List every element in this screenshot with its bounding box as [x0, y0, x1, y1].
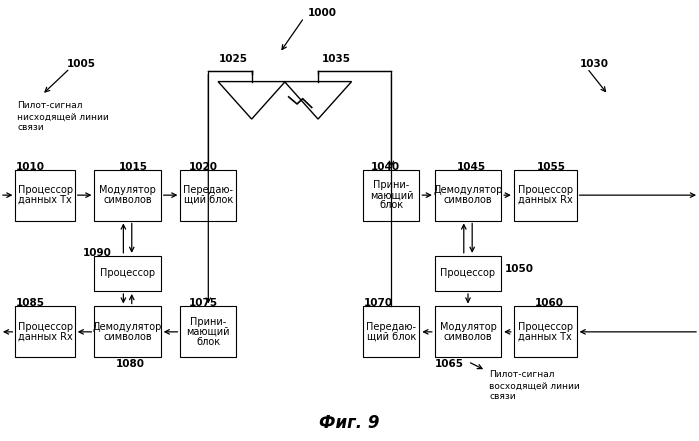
Text: Процессор: Процессор	[100, 269, 155, 278]
Text: Прини-: Прини-	[373, 180, 410, 191]
Bar	[435, 170, 501, 220]
Text: Процессор: Процессор	[440, 269, 496, 278]
Text: Пилот-сигнал: Пилот-сигнал	[489, 370, 555, 379]
Text: Процессор: Процессор	[17, 185, 73, 195]
Bar	[363, 306, 419, 357]
Text: Передаю-: Передаю-	[183, 185, 233, 195]
Text: данных Tx: данных Tx	[18, 195, 72, 205]
Text: 1080: 1080	[115, 359, 144, 369]
Text: Процессор: Процессор	[518, 185, 572, 195]
Text: 1015: 1015	[119, 162, 147, 172]
Text: символов: символов	[103, 195, 152, 205]
Text: 1040: 1040	[370, 162, 400, 172]
Bar	[514, 306, 577, 357]
Text: щий блок: щий блок	[367, 332, 416, 342]
Text: Пилот-сигнал: Пилот-сигнал	[17, 101, 83, 110]
Text: мающий: мающий	[370, 190, 413, 200]
Text: Модулятор: Модулятор	[440, 322, 496, 332]
Bar	[94, 170, 161, 220]
Bar	[180, 170, 236, 220]
Bar	[94, 256, 161, 291]
Bar	[514, 170, 577, 220]
Text: 1025: 1025	[219, 54, 248, 64]
Text: Модулятор: Модулятор	[99, 185, 156, 195]
Text: 1085: 1085	[15, 299, 44, 308]
Text: данных Tx: данных Tx	[519, 332, 572, 342]
Text: символов: символов	[103, 332, 152, 342]
Bar	[435, 306, 501, 357]
Text: 1050: 1050	[505, 264, 533, 274]
Text: 1070: 1070	[363, 299, 393, 308]
Text: Демодулятор: Демодулятор	[93, 322, 162, 332]
Text: Демодулятор: Демодулятор	[433, 185, 503, 195]
Text: 1010: 1010	[15, 162, 44, 172]
Text: 1045: 1045	[456, 162, 486, 172]
Text: 1020: 1020	[189, 162, 217, 172]
Bar	[363, 170, 419, 220]
Text: мающий: мающий	[187, 327, 230, 337]
Text: 1065: 1065	[435, 359, 463, 369]
Text: Передаю-: Передаю-	[366, 322, 417, 332]
Text: 1005: 1005	[66, 59, 95, 69]
Text: 1055: 1055	[537, 162, 565, 172]
Text: Прини-: Прини-	[190, 317, 226, 327]
Text: блок: блок	[196, 336, 220, 347]
Text: связи: связи	[17, 123, 44, 132]
Text: данных Rx: данных Rx	[518, 195, 572, 205]
Bar	[435, 256, 501, 291]
Text: 1030: 1030	[580, 59, 609, 69]
Bar	[15, 170, 75, 220]
Bar	[94, 306, 161, 357]
Text: 1075: 1075	[189, 299, 218, 308]
Text: нисходящей линии: нисходящей линии	[17, 112, 109, 121]
Text: восходящей линии: восходящей линии	[489, 381, 580, 390]
Text: блок: блок	[380, 200, 403, 210]
Text: Фиг. 9: Фиг. 9	[319, 415, 380, 432]
Text: щий блок: щий блок	[184, 195, 233, 205]
Bar	[15, 306, 75, 357]
Text: 1090: 1090	[82, 248, 111, 258]
Text: Процессор: Процессор	[17, 322, 73, 332]
Text: данных Rx: данных Rx	[17, 332, 73, 342]
Text: символов: символов	[444, 332, 492, 342]
Bar	[180, 306, 236, 357]
Text: символов: символов	[444, 195, 492, 205]
Text: 1035: 1035	[322, 54, 350, 64]
Text: Процессор: Процессор	[518, 322, 572, 332]
Text: 1000: 1000	[308, 8, 336, 18]
Text: связи: связи	[489, 392, 516, 401]
Text: 1060: 1060	[535, 299, 563, 308]
